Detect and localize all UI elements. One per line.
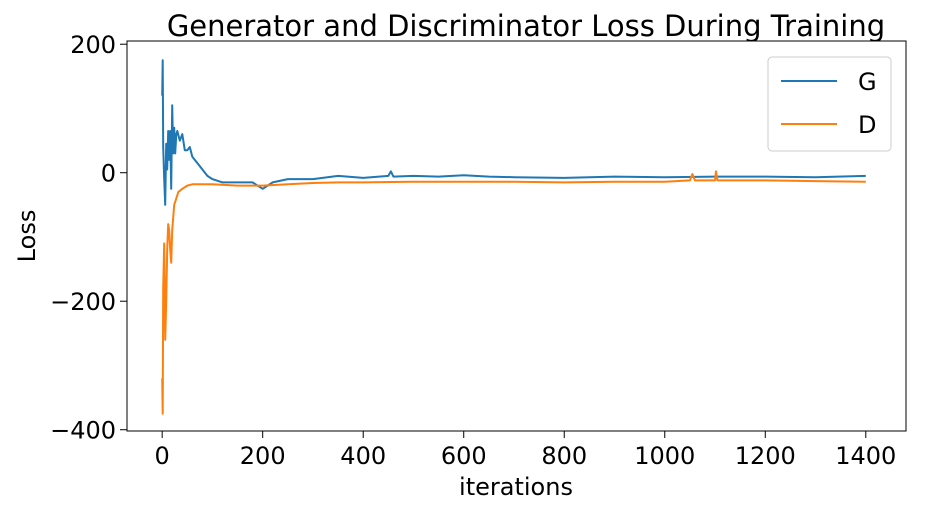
- y-tick-label: −200: [50, 288, 116, 316]
- plot-frame: [126, 40, 907, 432]
- x-axis-label: iterations: [459, 473, 573, 501]
- y-tick-label: −400: [50, 417, 116, 445]
- x-tick-label: 1400: [835, 442, 896, 470]
- x-tick-label: 0: [155, 442, 170, 470]
- series-layer: [161, 59, 866, 415]
- y-axis-label: Loss: [13, 210, 41, 263]
- x-tick-label: 800: [541, 442, 587, 470]
- series-line-G: [161, 59, 866, 206]
- x-tick-label: 1200: [735, 442, 796, 470]
- legend: GD: [767, 56, 892, 152]
- x-axis-ticks: 0 200 400 600 800 1000 1200 1400: [155, 431, 896, 470]
- y-axis-ticks: 200 0 −200 −400: [50, 31, 127, 445]
- legend-label-D: D: [858, 111, 876, 139]
- series-line-D: [161, 170, 866, 415]
- y-tick-label: 0: [101, 160, 116, 188]
- x-tick-label: 200: [240, 442, 286, 470]
- x-tick-label: 1000: [634, 442, 695, 470]
- x-tick-label: 600: [441, 442, 487, 470]
- x-tick-label: 400: [340, 442, 386, 470]
- y-tick-label: 200: [70, 31, 116, 59]
- legend-label-G: G: [858, 68, 877, 96]
- chart-title: Generator and Discriminator Loss During …: [167, 9, 885, 43]
